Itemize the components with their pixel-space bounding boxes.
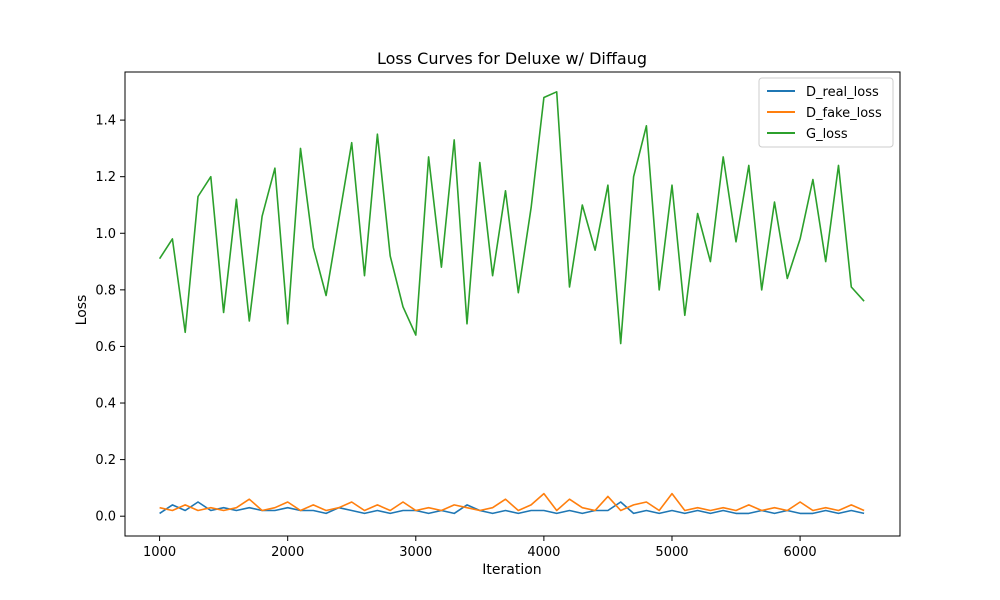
legend-label: D_real_loss <box>806 85 879 100</box>
chart-title: Loss Curves for Deluxe w/ Diffaug <box>377 49 647 68</box>
y-tick-label: 0.4 <box>95 397 116 412</box>
series-line-d-real-loss <box>159 501 865 515</box>
y-axis-label: Loss <box>74 295 90 326</box>
y-axis-ticks: 0.0 0.2 0.4 0.6 0.8 1.0 1.2 1.4 <box>95 114 125 525</box>
y-tick-label: 1.2 <box>95 170 116 185</box>
x-tick-label: 3000 <box>399 545 432 560</box>
x-tick-label: 2000 <box>271 545 304 560</box>
y-tick-label: 0.6 <box>95 340 116 355</box>
y-tick-label: 1.0 <box>95 227 116 242</box>
series-group <box>158 91 865 515</box>
series-line-d-fake-loss <box>159 492 865 512</box>
x-tick-label: 6000 <box>784 545 817 560</box>
y-tick-label: 0.8 <box>95 283 116 298</box>
x-tick-label: 5000 <box>655 545 688 560</box>
series-line-g-loss <box>158 91 865 345</box>
x-tick-label: 1000 <box>143 545 176 560</box>
plot-area <box>124 71 901 537</box>
y-tick-label: 0.2 <box>95 453 116 468</box>
x-axis-label: Iteration <box>482 562 541 578</box>
legend-label: G_loss <box>806 127 848 142</box>
plot-frame <box>124 71 901 537</box>
legend-label: D_fake_loss <box>806 106 882 121</box>
legend: D_real_loss D_fake_loss G_loss <box>758 77 894 148</box>
legend-box <box>758 77 894 148</box>
x-axis-ticks: 1000 2000 3000 4000 5000 6000 <box>143 536 817 560</box>
y-tick-label: 0.0 <box>95 510 116 525</box>
x-tick-label: 4000 <box>527 545 560 560</box>
y-tick-label: 1.4 <box>95 114 116 129</box>
